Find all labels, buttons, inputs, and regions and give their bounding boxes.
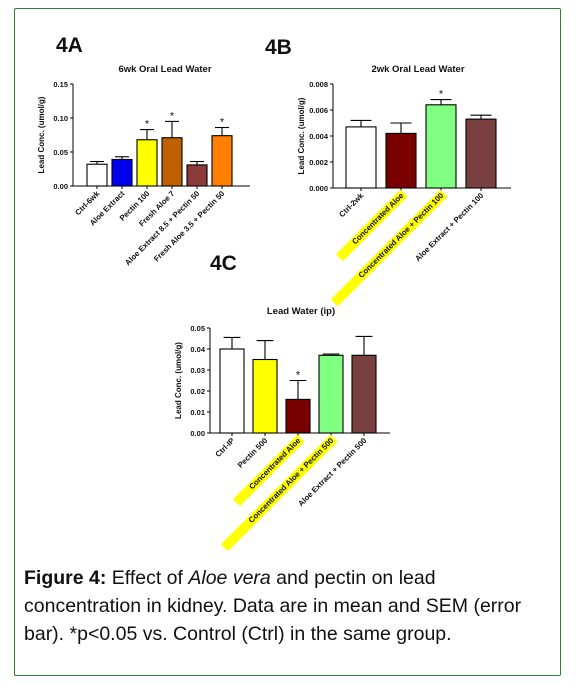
c2-y-axis-label: Lead Conc. (umol/g) (174, 342, 183, 419)
c1-x-tick-label: Concentrated Aloe + Pectin 100 (357, 191, 446, 280)
figure-caption: Figure 4: Effect of Aloe vera and pectin… (24, 564, 544, 648)
c1-x-tick-group: Concentrated Aloe (335, 189, 408, 262)
c2-y-tick-label: 0.02 (190, 387, 205, 396)
c2-y-tick-label: 0.04 (190, 345, 205, 354)
c1-x-tick-label: Ctrl-2wk (337, 191, 366, 220)
c2-significance-star: * (296, 370, 301, 382)
c1-bar (425, 104, 457, 189)
c1-label-highlight (335, 189, 408, 262)
c2-y-tick-label: 0.01 (190, 408, 205, 417)
c2-y-tick-label: 0.00 (190, 429, 205, 438)
c0-bar (111, 158, 133, 187)
c1-y-tick-label: 0.000 (309, 184, 328, 193)
panel-label-4a: 4A (56, 34, 83, 57)
c2-chart-title: Lead Water (ip) (267, 306, 335, 317)
c1-label-highlight (330, 189, 448, 307)
c1-significance-star: * (439, 89, 444, 101)
c2-bar (219, 348, 245, 434)
c0-chart-title: 6wk Oral Lead Water (118, 64, 211, 75)
c2-x-tick-label: Ctrl-IP (213, 436, 236, 459)
c2-label-highlight (232, 434, 305, 507)
c1-x-tick-group: Ctrl-2wk (337, 191, 366, 220)
c0-bar (136, 139, 158, 187)
c0-y-axis-label: Lead Conc. (umol/g) (37, 96, 46, 173)
caption-label: Figure 4: (24, 567, 107, 589)
c1-y-tick-label: 0.004 (309, 132, 329, 141)
chart-4a: 6wk Oral Lead Water Lead Conc. (umol/g) 0.… (37, 64, 250, 267)
c1-y-tick-label: 0.002 (309, 158, 328, 167)
c2-y-tick-label: 0.05 (190, 324, 205, 333)
c1-y-tick-label: 0.008 (309, 80, 328, 89)
c1-bar (345, 126, 377, 189)
c1-bar (465, 118, 497, 189)
c1-y-tick-label: 0.006 (309, 106, 328, 115)
c0-y-tick-label: 0.05 (53, 148, 68, 157)
caption-italic: Aloe vera (188, 567, 271, 589)
figure-frame (14, 8, 561, 676)
c2-bar (351, 354, 377, 434)
caption-text-1: Effect of (106, 567, 189, 589)
c0-significance-star: * (170, 110, 175, 122)
c2-x-tick-label: Pectin 500 (236, 436, 270, 470)
c0-bar (186, 164, 208, 187)
c2-bar (318, 354, 344, 434)
c1-x-tick-label: Aloe Extract + Pectin 100 (413, 191, 486, 264)
c1-bar (385, 132, 417, 189)
c0-bar (161, 137, 183, 187)
panel-label-4b: 4B (265, 36, 292, 59)
c0-bar (211, 135, 233, 187)
c2-bar (285, 398, 311, 434)
c2-label-highlight (220, 434, 338, 552)
c0-y-tick-label: 0.10 (53, 114, 68, 123)
caption-text-2: and pectin on lead concentration in kidn… (24, 567, 522, 645)
c1-y-axis-label: Lead Conc. (umol/g) (297, 97, 306, 174)
c1-chart-title: 2wk Oral Lead Water (371, 64, 464, 75)
c0-significance-star: * (220, 117, 225, 129)
chart-4c: Lead Water (ip) Lead Conc. (umol/g) 0.00 0.… (174, 306, 390, 552)
c0-significance-star: * (145, 119, 150, 131)
c2-y-tick-label: 0.03 (190, 366, 205, 375)
c1-x-tick-group: Aloe Extract + Pectin 100 (413, 191, 486, 264)
c0-bar (86, 163, 108, 187)
c2-x-tick-group: Pectin 500 (236, 436, 270, 470)
c0-y-tick-label: 0.15 (53, 80, 68, 89)
c0-y-tick-label: 0.00 (53, 182, 68, 191)
c2-bar (252, 358, 278, 434)
panel-label-4c: 4C (210, 252, 237, 275)
c2-x-tick-group: Ctrl-IP (213, 436, 236, 459)
